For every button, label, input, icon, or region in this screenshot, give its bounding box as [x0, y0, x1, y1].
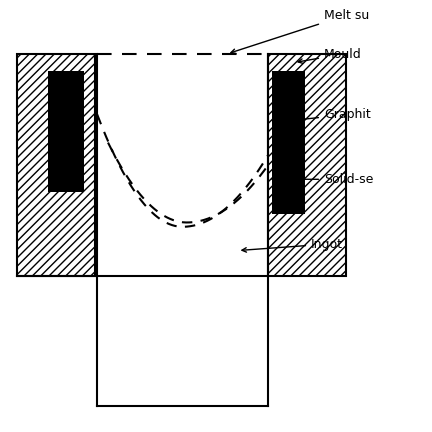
Bar	[48, 71, 84, 192]
Bar	[17, 54, 95, 276]
Text: Ingot: Ingot	[242, 238, 343, 252]
Text: Solid-se: Solid-se	[272, 173, 373, 186]
Bar	[268, 54, 346, 276]
Text: Mould: Mould	[298, 48, 362, 64]
Text: Melt su: Melt su	[231, 9, 369, 54]
Text: Graphit: Graphit	[292, 108, 371, 122]
Bar	[272, 71, 305, 214]
